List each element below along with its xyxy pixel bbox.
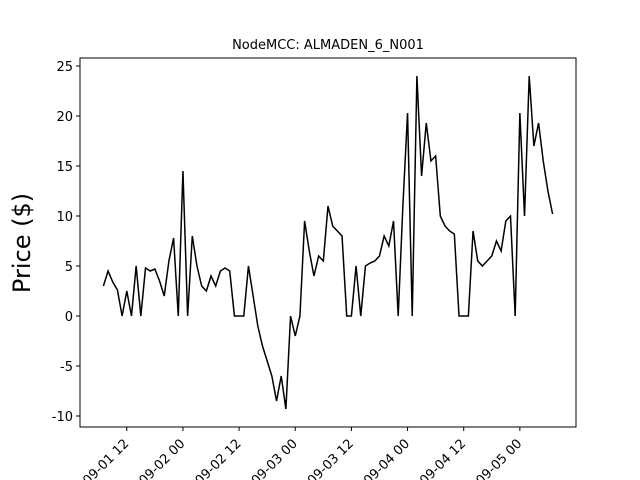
series-line [102,75,554,410]
x-tick-label: 09-04 12 [417,437,469,480]
y-tick-label: -5 [60,360,73,375]
y-tick-label: 5 [65,260,73,275]
x-tick-label: 09-05 00 [473,437,525,480]
plot-frame [79,57,577,428]
x-tick-label: 09-01 12 [80,437,132,480]
x-tick-label: 09-02 12 [193,437,245,480]
y-tick-label: -10 [52,410,73,425]
x-tick-label: 09-03 12 [305,437,357,480]
x-tick-label: 09-03 00 [249,437,301,480]
chart-title: NodeMCC: ALMADEN_6_N001 [232,38,424,53]
y-tick-label: 25 [56,60,73,75]
y-tick-label: 15 [56,160,73,175]
y-tick-label: 20 [56,110,73,125]
y-tick-label: 0 [65,310,73,325]
y-axis-label: Price ($) [8,193,36,293]
y-tick-label: 10 [56,210,73,225]
x-tick-label: 09-02 00 [136,437,188,480]
x-tick-label: 09-04 00 [361,437,413,480]
